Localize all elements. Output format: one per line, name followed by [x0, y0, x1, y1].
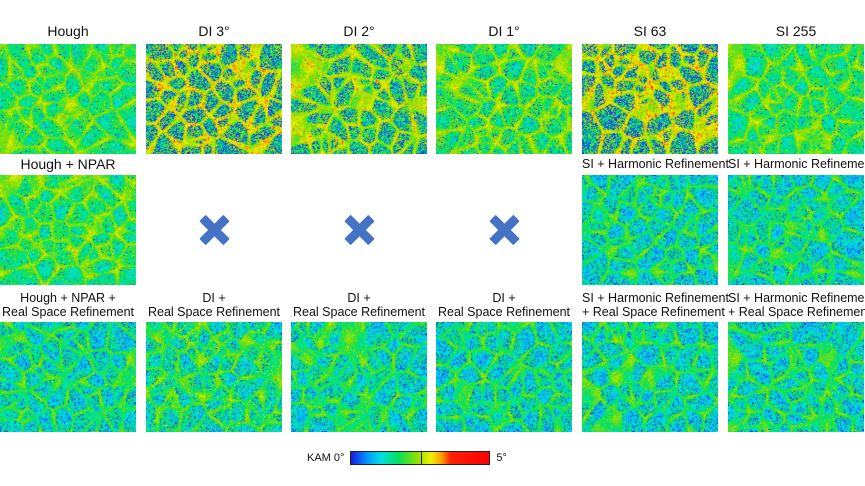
legend-min-label: KAM 0°: [307, 452, 345, 464]
kam-map-si63-rsr: [582, 322, 718, 432]
kam-map-si255-rsr: [728, 322, 864, 432]
col-header-di3: DI 3°: [198, 23, 230, 39]
row3-label-hough: Hough + NPAR + Real Space Refinement: [1, 291, 135, 319]
kam-map-hough-npar: [0, 175, 136, 285]
row3-label-si63: SI + Harmonic Refinement + Real Space Ref…: [582, 291, 729, 319]
kam-map-di1: [436, 44, 572, 154]
kam-map-di3-rsr: [146, 322, 282, 432]
kam-map-di3: [146, 44, 282, 154]
row2-label-hough-npar: Hough + NPAR: [20, 156, 116, 172]
not-applicable-x-icon: [489, 215, 519, 245]
kam-map-di2: [291, 44, 427, 154]
col-header-si63: SI 63: [633, 23, 667, 39]
kam-map-si63-harmonic: [582, 175, 718, 285]
col-header-di2: DI 2°: [343, 23, 375, 39]
kam-map-hough-rsr: [0, 322, 136, 432]
kam-map-si63: [582, 44, 718, 154]
kam-map-hough: [0, 44, 136, 154]
row3-label-si255: SI + Harmonic Refinement + Real Space Ref…: [728, 291, 865, 319]
kam-map-si255-harmonic: [728, 175, 864, 285]
row2-label-si255: SI + Harmonic Refinement: [728, 157, 865, 171]
col-header-hough: Hough: [47, 23, 89, 39]
col-header-si255: SI 255: [775, 23, 817, 39]
kam-map-si255: [728, 44, 864, 154]
row2-label-si63: SI + Harmonic Refinement: [582, 157, 729, 171]
not-applicable-x-icon: [199, 215, 229, 245]
row3-label-di2: DI + Real Space Refinement: [292, 291, 426, 319]
legend-max-label: 5°: [496, 452, 507, 464]
kam-map-di1-rsr: [436, 322, 572, 432]
col-header-di1: DI 1°: [488, 23, 520, 39]
row3-label-di3: DI + Real Space Refinement: [147, 291, 281, 319]
kam-map-di2-rsr: [291, 322, 427, 432]
not-applicable-x-icon: [344, 215, 374, 245]
row3-label-di1: DI + Real Space Refinement: [437, 291, 571, 319]
kam-colorbar: [350, 451, 491, 465]
kam-legend: KAM 0° 5°: [307, 450, 507, 466]
